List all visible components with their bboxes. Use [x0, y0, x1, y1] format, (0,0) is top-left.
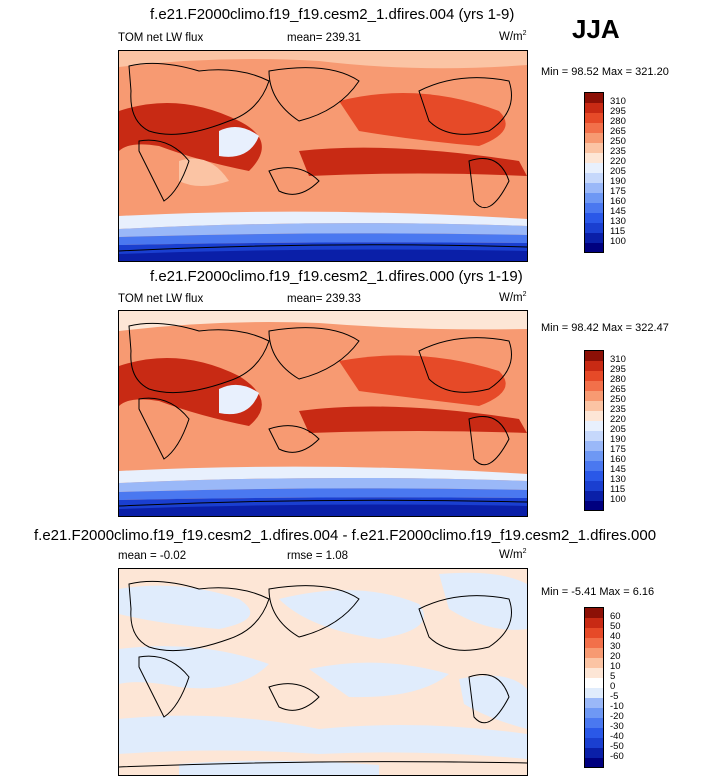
panel1-colorbar-swatches [584, 92, 604, 253]
colorbar-tick: 115 [610, 226, 626, 237]
colorbar-tick: 310 [610, 354, 626, 365]
panel2-units: W/m2 [499, 291, 527, 304]
colorbar-tick: 220 [610, 414, 626, 425]
colorbar-tick: 265 [610, 384, 626, 395]
colorbar-tick: 175 [610, 444, 626, 455]
colorbar-tick: 190 [610, 176, 626, 187]
colorbar-tick: -5 [610, 691, 619, 702]
season-label: JJA [572, 14, 620, 44]
colorbar-tick: 220 [610, 156, 626, 167]
colorbar-tick: 295 [610, 364, 626, 375]
panel2-field [119, 311, 527, 516]
colorbar-tick: 250 [610, 394, 626, 405]
panel2-minmax: Min = 98.42 Max = 322.47 [541, 322, 669, 334]
colorbar-tick: 60 [610, 611, 621, 622]
colorbar-tick: -50 [610, 741, 624, 752]
colorbar-tick: 130 [610, 474, 626, 485]
panel2-title: f.e21.F2000climo.f19_f19.cesm2_1.dfires.… [150, 268, 523, 285]
panel3-mean-label: mean = -0.02 [118, 550, 187, 562]
panel2-mean-label: mean= 239.33 [287, 293, 361, 305]
panel3-units: W/m2 [499, 548, 527, 561]
colorbar-tick: 100 [610, 236, 626, 247]
colorbar-tick: 50 [610, 621, 621, 632]
colorbar-tick: 160 [610, 196, 626, 207]
panel3-map [118, 568, 528, 776]
colorbar-tick: 265 [610, 126, 626, 137]
colorbar-tick: 250 [610, 136, 626, 147]
colorbar-tick: 310 [610, 96, 626, 107]
colorbar-tick: 160 [610, 454, 626, 465]
colorbar-tick: 235 [610, 146, 626, 157]
colorbar-tick: -60 [610, 751, 624, 762]
panel3-field [119, 569, 527, 775]
colorbar-tick: 0 [610, 681, 616, 692]
colorbar-tick: 30 [610, 641, 621, 652]
colorbar-tick: -20 [610, 711, 624, 722]
colorbar-tick: -30 [610, 721, 624, 732]
panel1-minmax: Min = 98.52 Max = 321.20 [541, 66, 669, 78]
panel1-field [119, 51, 527, 261]
panel1-title: f.e21.F2000climo.f19_f19.cesm2_1.dfires.… [150, 6, 515, 23]
panel3-rmse-label: rmse = 1.08 [287, 550, 349, 562]
colorbar-tick: 280 [610, 374, 626, 385]
colorbar-tick: 100 [610, 494, 626, 505]
panel2-map [118, 310, 528, 517]
colorbar-tick: 280 [610, 116, 626, 127]
panel1-variable-label: TOM net LW flux [118, 32, 204, 44]
colorbar-tick: 20 [610, 651, 621, 662]
colorbar-tick: 205 [610, 424, 626, 435]
colorbar-tick: 40 [610, 631, 621, 642]
panel1-units: W/m2 [499, 30, 527, 43]
colorbar-tick: 145 [610, 206, 626, 217]
panel3-minmax: Min = -5.41 Max = 6.16 [541, 586, 655, 598]
colorbar-tick: 235 [610, 404, 626, 415]
colorbar-tick: 190 [610, 434, 626, 445]
panel1-map [118, 50, 528, 262]
panel3-colorbar-swatches [584, 607, 604, 768]
panel2-colorbar-swatches [584, 350, 604, 511]
colorbar-tick: 10 [610, 661, 621, 672]
colorbar-tick: -10 [610, 701, 624, 712]
panel1-mean-label: mean= 239.31 [287, 32, 361, 44]
panel3-title: f.e21.F2000climo.f19_f19.cesm2_1.dfires.… [34, 527, 657, 544]
panel2-variable-label: TOM net LW flux [118, 293, 204, 305]
colorbar-tick: 295 [610, 106, 626, 117]
colorbar-tick: 130 [610, 216, 626, 227]
colorbar-tick: 145 [610, 464, 626, 475]
colorbar-tick: 205 [610, 166, 626, 177]
colorbar-tick: -40 [610, 731, 624, 742]
colorbar-tick: 5 [610, 671, 616, 682]
colorbar-tick: 115 [610, 484, 626, 495]
colorbar-tick: 175 [610, 186, 626, 197]
